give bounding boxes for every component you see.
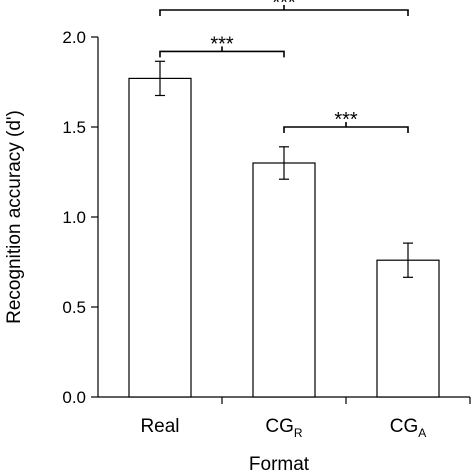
- x-tick-labels: Real CGR CGA: [140, 416, 426, 440]
- bar: [128, 77, 192, 398]
- bars: [128, 77, 440, 398]
- y-tick-label: 2.0: [62, 28, 86, 47]
- significance-label: ***: [334, 109, 358, 131]
- significance-label: ***: [210, 33, 234, 55]
- y-tick-label: 0.0: [62, 388, 86, 407]
- y-axis-title: Recognition accuracy (d'): [4, 110, 25, 324]
- x-tick-label: CGR: [265, 416, 303, 440]
- x-tick-label: Real: [140, 416, 179, 437]
- significance-brackets: *** *** ***: [159, 0, 409, 133]
- bar: [376, 259, 440, 398]
- y-tick-label: 1.5: [62, 118, 86, 137]
- significance-bracket: [159, 5, 409, 16]
- significance-bracket: [159, 46, 285, 58]
- y-tick-label: 1.0: [62, 208, 86, 227]
- bar: [252, 162, 316, 398]
- significance-bracket: [283, 122, 409, 133]
- x-axis-title: Format: [249, 454, 310, 475]
- x-tick-label: CGA: [390, 416, 427, 440]
- x-ticks: [221, 397, 471, 404]
- error-bars: [155, 60, 413, 278]
- significance-label: ***: [272, 0, 296, 14]
- y-tick-label: 0.5: [62, 298, 86, 317]
- y-axis: 0.0 0.5 1.0 1.5 2.0: [62, 28, 99, 407]
